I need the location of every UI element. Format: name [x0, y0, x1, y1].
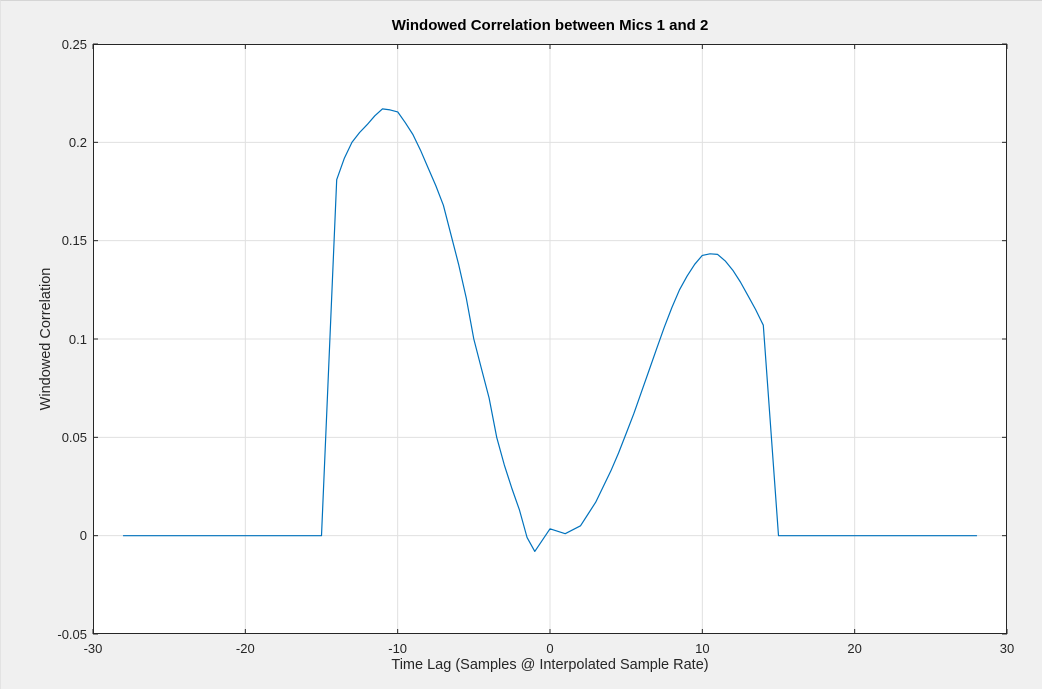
x-axis-label: Time Lag (Samples @ Interpolated Sample …	[391, 657, 709, 673]
y-tick-label: 0.2	[68, 134, 87, 150]
correlation-series-line	[122, 108, 978, 553]
x-tick-label: 20	[847, 641, 862, 656]
y-tick-label: 0.1	[68, 331, 87, 347]
x-tick-label: 0	[546, 641, 554, 656]
correlation-line	[122, 108, 978, 553]
chart-title: Windowed Correlation between Mics 1 and …	[391, 17, 709, 34]
x-tick-label: 30	[999, 641, 1015, 656]
tick-marks	[92, 43, 1008, 635]
x-tick-label: -20	[235, 641, 255, 656]
x-tick-label: -30	[83, 641, 103, 656]
x-tick-label: 10	[695, 641, 710, 656]
y-tick-label: 0	[79, 528, 87, 544]
gridlines	[93, 44, 1007, 634]
y-tick-label: 0.25	[61, 36, 87, 52]
y-tick-label: 0.15	[61, 233, 87, 249]
x-tick-label: -10	[388, 641, 408, 656]
y-tick-label: -0.05	[57, 626, 87, 642]
y-tick-label: 0.05	[61, 429, 87, 445]
